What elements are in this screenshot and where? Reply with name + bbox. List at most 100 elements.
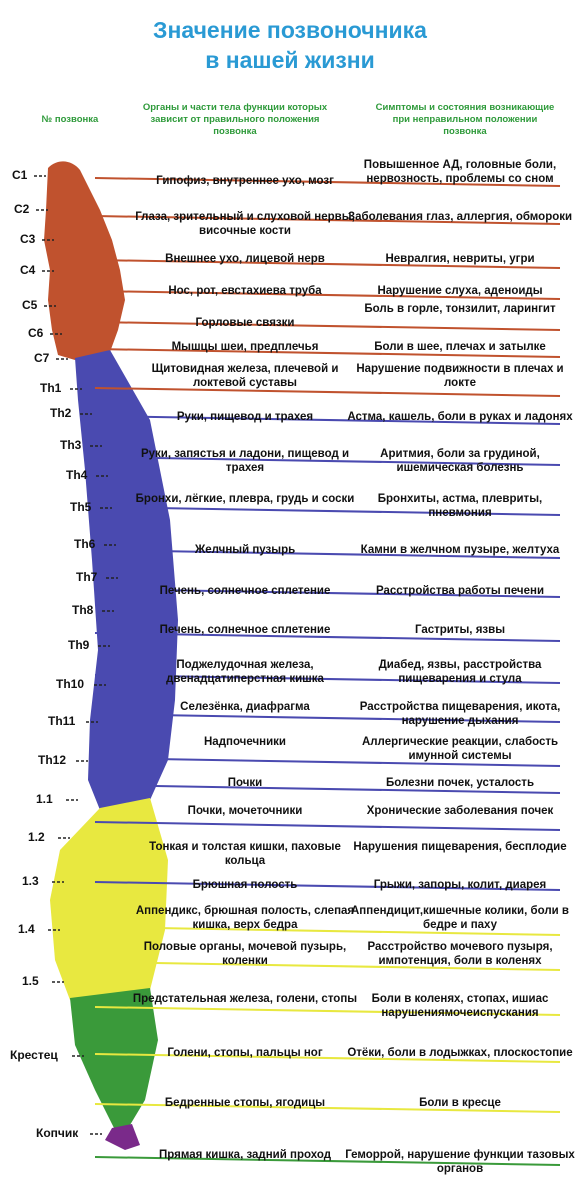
row-divider-line: [94, 784, 561, 794]
row-divider-line: [94, 821, 561, 831]
organ-text: Голени, стопы, пальцы ног: [167, 1047, 323, 1059]
vertebra-label: Th2: [50, 406, 72, 420]
organ-text: Глаза, зрительный и слуховой нервы, висо…: [135, 211, 355, 237]
organ-text: Внешнее ухо, лицевой нерв: [165, 253, 325, 265]
vertebra-label: C4: [20, 263, 36, 277]
symptom-text: Нарушения пищеварения, бесплодие: [353, 841, 567, 853]
organ-text: Надпочечники: [204, 736, 286, 748]
organ-text: Брюшная полость: [192, 879, 298, 891]
symptom-text: Повышенное АД, головные боли, нервозност…: [363, 159, 557, 185]
row-divider-line: [94, 177, 561, 187]
symptom-text: Астма, кашель, боли в руках и ладонях: [347, 411, 573, 423]
row-divider-line: [94, 713, 561, 723]
symptom-text: Отёки, боли в лодыжках, плоскостопие: [347, 1047, 573, 1059]
row-divider-line: [94, 549, 561, 559]
symptom-text: Грыжи, запоры, колит, диарея: [373, 879, 547, 891]
row-divider-line: [94, 926, 561, 936]
symptom-text: Бронхиты, астма, плевриты, пневмония: [377, 493, 543, 519]
vertebra-label: C1: [12, 168, 28, 182]
symptom-text: Камни в желчном пузыре, желтуха: [360, 544, 560, 556]
vertebra-label: 1.3: [22, 874, 39, 888]
vertebra-label: Th5: [70, 500, 92, 514]
row-divider-line: [94, 1006, 561, 1016]
row-divider-line: [94, 290, 561, 300]
symptom-text: Аллергические реакции, слабость имунной …: [361, 736, 559, 762]
organ-text: Желчный пузырь: [194, 544, 296, 556]
row-divider-line: [94, 348, 561, 358]
organ-text: Прямая кишка, задний проход: [159, 1149, 331, 1161]
cervical-spine-segment: [44, 161, 125, 360]
symptom-text: Заболевания глаз, аллергия, обмороки: [347, 211, 573, 223]
row-divider-line: [94, 961, 561, 971]
thoracic-spine-segment: [75, 350, 178, 810]
vertebra-label: Th3: [60, 438, 82, 452]
vertebra-label: C3: [20, 232, 36, 246]
row-divider-line: [94, 1053, 561, 1063]
row-divider-line: [94, 215, 561, 225]
vertebra-label: C7: [34, 351, 50, 365]
organ-text: Гипофиз, внутреннее ухо, мозг: [156, 175, 334, 187]
coccyx-segment: [105, 1124, 140, 1150]
header-symptoms: Симптомы и состояния возникающие при неп…: [375, 102, 555, 137]
symptom-text: Гастриты, язвы: [414, 624, 506, 636]
vertebra-label: Th6: [74, 537, 96, 551]
vertebra-label: Th8: [72, 603, 94, 617]
vertebra-label: 1.1: [36, 792, 53, 806]
vertebra-label: C5: [22, 298, 38, 312]
row-divider-line: [94, 757, 561, 767]
row-divider-line: [94, 456, 561, 466]
organ-text: Мышцы шеи, предплечья: [171, 341, 319, 353]
organ-text: Поджелудочная железа, двенадцатиперстная…: [166, 659, 324, 685]
vertebra-label: Th9: [68, 638, 90, 652]
row-divider-line: [94, 387, 561, 397]
vertebra-label: Th11: [48, 714, 76, 728]
organ-text: Почки, мочеточники: [187, 805, 303, 817]
symptom-text: Нарушение подвижности в плечах и локте: [356, 363, 564, 389]
symptom-text: Боль в горле, тонзилит, ларингит: [364, 303, 556, 315]
symptom-text: Болезни почек, усталость: [385, 777, 535, 789]
vertebra-label: Th7: [76, 570, 98, 584]
organ-text: Предстательная железа, голени, стопы: [132, 993, 358, 1005]
vertebra-label: C2: [14, 202, 30, 216]
symptom-text: Геморрой, нарушение функции тазовых орга…: [345, 1149, 575, 1175]
row-divider-line: [94, 674, 561, 684]
symptom-text: Аппендицит,кишечные колики, боли в бедре…: [351, 905, 569, 931]
vertebra-label: Th12: [38, 753, 67, 767]
organ-text: Половые органы, мочевой пузырь, коленки: [143, 941, 347, 967]
row-divider-line: [94, 588, 561, 598]
symptom-text: Боли в шее, плечах и затылке: [374, 341, 546, 353]
organ-text: Руки, запястья и ладони, пищевод и трахе…: [140, 448, 350, 474]
title-line-1: Значение позвоночника: [153, 17, 427, 43]
vertebra-label: Th4: [66, 468, 88, 482]
organ-text: Селезёнка, диафрагма: [180, 701, 310, 713]
symptom-text: Расстройства работы печени: [375, 585, 545, 597]
vertebra-label: Крестец: [10, 1048, 58, 1062]
symptom-text: Диабед, язвы, расстройства пищеварения и…: [378, 659, 542, 685]
vertebra-label: C6: [28, 326, 44, 340]
vertebra-label: 1.5: [22, 974, 39, 988]
symptom-text: Невралгия, невриты, угри: [385, 253, 535, 265]
vertebra-label: Th10: [56, 677, 85, 691]
symptom-text: Нарушение слуха, аденоиды: [377, 285, 543, 297]
row-divider-line: [94, 632, 561, 642]
row-divider-line: [94, 1156, 561, 1166]
vertebra-label: Копчик: [36, 1126, 79, 1140]
row-divider-line: [94, 259, 561, 269]
title-line-2: в нашей жизни: [205, 47, 375, 73]
symptom-text: Хронические заболевания почек: [366, 805, 554, 817]
vertebra-label: 1.2: [28, 830, 45, 844]
vertebra-label: 1.4: [18, 922, 35, 936]
organ-text: Бронхи, лёгкие, плевра, грудь и соски: [135, 493, 355, 505]
organ-text: Горловые связки: [195, 317, 295, 329]
organ-text: Почки: [227, 777, 263, 789]
organ-text: Печень, солнечное сплетение: [159, 624, 331, 636]
row-divider-line: [94, 415, 561, 425]
organ-text: Щитовидная железа, плечевой и локтевой с…: [151, 363, 339, 389]
organ-text: Печень, солнечное сплетение: [159, 585, 331, 597]
organ-text: Аппендикс, брюшная полость, слепая кишка…: [135, 905, 355, 931]
header-organs: Органы и части тела функции которых зави…: [142, 102, 328, 137]
symptom-text: Аритмия, боли за грудиной, ишемическая б…: [380, 448, 540, 474]
lumbar-spine-segment: [50, 798, 168, 1010]
row-divider-line: [94, 1103, 561, 1113]
